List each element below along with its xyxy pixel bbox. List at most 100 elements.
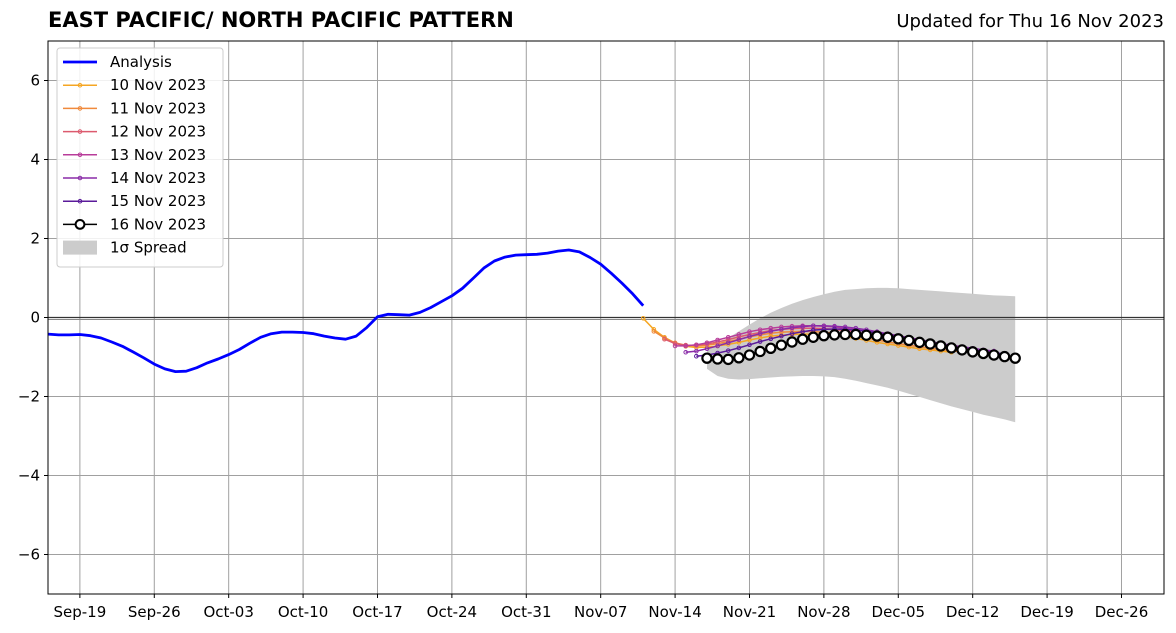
legend-label: Analysis [110, 53, 172, 71]
data-point [704, 340, 710, 346]
data-point [779, 327, 784, 332]
data-point [683, 343, 689, 349]
x-tick-label: Sep-26 [128, 603, 181, 621]
legend: Analysis 10 Nov 2023 11 Nov 2023 12 Nov 202… [56, 47, 224, 268]
x-tick-label: Oct-03 [203, 603, 253, 621]
data-point [694, 348, 699, 354]
data-point [765, 342, 777, 355]
data-point [881, 331, 894, 343]
series-line [47, 248, 645, 374]
y-tick-label: −6 [18, 546, 40, 564]
data-point [839, 328, 851, 341]
data-point [800, 329, 805, 335]
data-point [672, 343, 678, 349]
data-point [694, 353, 699, 359]
legend-label: 14 Nov 2023 [110, 169, 206, 187]
legend-marker [77, 152, 83, 158]
data-point [736, 337, 742, 342]
data-point [818, 329, 830, 342]
y-tick-label: 4 [30, 151, 40, 169]
legend-label: 15 Nov 2023 [110, 192, 206, 210]
data-point [945, 342, 958, 354]
data-point [789, 331, 795, 336]
x-tick-label: Oct-31 [501, 603, 551, 621]
x-tick-label: Oct-10 [278, 603, 328, 621]
data-point [743, 349, 756, 361]
data-point [924, 338, 936, 350]
data-point [913, 336, 926, 349]
legend-marker [74, 219, 86, 230]
data-point [1009, 352, 1021, 364]
legend-box [56, 47, 224, 268]
y-tick-label: 2 [30, 230, 40, 248]
chart-subtitle: Updated for Thu 16 Nov 2023 [896, 11, 1164, 32]
data-point [725, 340, 731, 346]
legend-marker [77, 106, 83, 111]
x-tick-label: Oct-17 [352, 603, 402, 621]
legend-label: 16 Nov 2023 [110, 215, 206, 233]
legend-marker [77, 129, 83, 134]
data-point [736, 332, 742, 337]
data-point [701, 352, 713, 364]
x-tick-label: Dec-19 [1020, 603, 1074, 621]
data-point [747, 334, 752, 339]
data-point [988, 349, 1000, 361]
data-point [786, 336, 798, 348]
data-point [903, 334, 915, 347]
data-point [892, 333, 904, 345]
legend-marker [77, 198, 83, 204]
data-point [977, 347, 990, 360]
data-point [757, 331, 763, 336]
x-tick-label: Nov-21 [723, 603, 776, 621]
legend-marker [77, 82, 83, 88]
data-point [747, 342, 752, 348]
data-point [754, 345, 766, 358]
data-point [800, 324, 805, 329]
spread-band-layer [707, 287, 1016, 423]
series-7 [701, 328, 1021, 366]
legend-marker [77, 175, 83, 181]
data-point [715, 343, 720, 349]
x-tick-label: Dec-12 [946, 603, 1000, 621]
data-point [733, 352, 745, 364]
data-point [694, 342, 699, 348]
x-tick-label: Nov-14 [648, 603, 701, 621]
data-point [672, 341, 678, 346]
data-point [860, 329, 873, 341]
y-tick-label: 6 [30, 72, 40, 90]
data-point [768, 336, 774, 342]
data-point [956, 344, 968, 356]
legend-label: 11 Nov 2023 [110, 99, 206, 117]
data-point [935, 340, 947, 352]
x-tick-label: Oct-24 [427, 603, 477, 621]
data-point [775, 339, 788, 351]
y-tick-label: 0 [30, 309, 40, 327]
zero-line-layer [48, 316, 1164, 320]
x-tick-label: Nov-07 [574, 603, 627, 621]
y-tick-label: −4 [18, 467, 40, 485]
data-point [747, 329, 752, 335]
spread-band [707, 287, 1016, 423]
series-layer [47, 248, 1021, 374]
data-point [768, 329, 774, 334]
data-point [966, 346, 979, 358]
series-0 [47, 248, 645, 374]
y-tick-label: −2 [18, 388, 40, 406]
data-point [722, 353, 734, 366]
x-axis: Sep-19 Sep-26 Oct-03 Oct-10 Oct-17 Oct-24 Oct-… [53, 594, 1148, 621]
legend-swatch-spread [63, 240, 97, 255]
data-point [850, 328, 862, 341]
data-point [725, 334, 731, 340]
data-point [725, 348, 731, 353]
data-point [779, 333, 784, 339]
chart-title: EAST PACIFIC/ NORTH PACIFIC PATTERN [48, 8, 514, 32]
data-point [704, 346, 710, 352]
data-point [832, 323, 837, 329]
x-tick-label: Dec-05 [872, 603, 926, 621]
data-point [871, 330, 883, 342]
x-tick-label: Dec-26 [1095, 603, 1149, 621]
data-point [683, 349, 689, 355]
data-point [807, 331, 819, 343]
data-point [998, 350, 1011, 363]
